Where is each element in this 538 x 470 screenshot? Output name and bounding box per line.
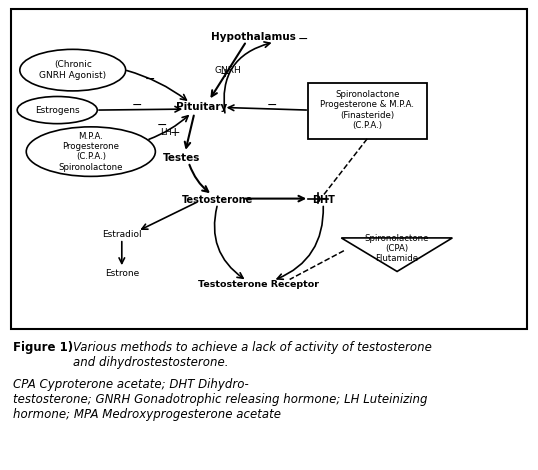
Text: Estrogens: Estrogens <box>35 106 80 115</box>
Text: Estrone: Estrone <box>105 268 139 278</box>
Text: Various methods to achieve a lack of activity of testosterone
and dihydrostestos: Various methods to achieve a lack of act… <box>73 341 431 369</box>
Text: M.P.A.
Progesterone
(C.P.A.)
Spironolactone: M.P.A. Progesterone (C.P.A.) Spironolact… <box>59 132 123 172</box>
Bar <box>308 83 427 139</box>
Text: Testosterone Receptor: Testosterone Receptor <box>198 281 319 290</box>
Text: Spironolactone
(CPA)
Flutamide: Spironolactone (CPA) Flutamide <box>365 234 429 263</box>
Text: DHT: DHT <box>312 195 335 204</box>
Text: −: − <box>157 118 167 132</box>
Text: +: + <box>220 67 230 80</box>
Text: Spironolactone
Progesterone & M.P.A.
(Finasteride)
(C.P.A.): Spironolactone Progesterone & M.P.A. (Fi… <box>320 90 414 130</box>
Text: (Chronic
GNRH Agonist): (Chronic GNRH Agonist) <box>39 61 107 80</box>
Text: Hypothalamus: Hypothalamus <box>211 31 296 41</box>
Text: Testosterone: Testosterone <box>182 195 253 204</box>
Text: +: + <box>169 125 180 139</box>
Text: CPA Cyproterone acetate; DHT Dihydro-
testosterone; GNRH Gonadotrophic releasing: CPA Cyproterone acetate; DHT Dihydro- te… <box>13 378 428 421</box>
Text: Pituitary: Pituitary <box>176 102 228 112</box>
Text: −: − <box>132 100 143 112</box>
Text: Figure 1): Figure 1) <box>13 341 74 354</box>
Text: LH: LH <box>160 128 172 137</box>
Text: GNRH: GNRH <box>214 66 241 75</box>
Text: −: − <box>266 100 277 112</box>
Text: Testes: Testes <box>162 153 200 163</box>
Text: −: − <box>298 33 308 46</box>
Text: −: − <box>145 73 155 86</box>
Text: Estradiol: Estradiol <box>102 230 141 239</box>
